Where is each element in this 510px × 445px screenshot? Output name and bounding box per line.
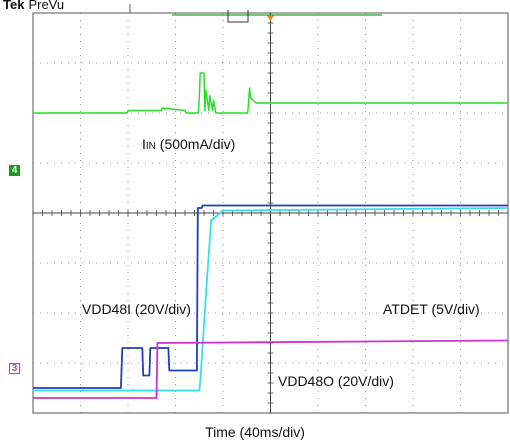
series-label-iin: IIN (500mA/div) <box>142 136 235 152</box>
scope-header: Tek PreVu <box>3 0 64 12</box>
series-line-2 <box>33 207 509 392</box>
series-line-3 <box>33 339 509 399</box>
channel-3-marker: 3 <box>9 363 20 374</box>
acquisition-mode: PreVu <box>28 0 65 12</box>
series-label-iin-sub: IN <box>145 141 156 152</box>
series-label-atdet: ATDET (5V/div) <box>383 301 480 317</box>
x-axis-label: Time (40ms/div) <box>205 424 305 440</box>
brand-logo: Tek <box>3 0 25 12</box>
trigger-marker <box>266 15 275 21</box>
series-line-1 <box>33 204 508 389</box>
channel-4-marker: 4 <box>9 165 20 176</box>
record-window-bracket <box>227 10 249 23</box>
series-label-vdd48o: VDD48O (20V/div) <box>278 373 394 389</box>
series-label-iin-main: I <box>142 136 146 152</box>
series-label-vdd48i: VDD48I (20V/div) <box>82 301 191 317</box>
series-line-0 <box>33 72 508 114</box>
series-label-iin-rest: (500mA/div) <box>155 136 236 152</box>
